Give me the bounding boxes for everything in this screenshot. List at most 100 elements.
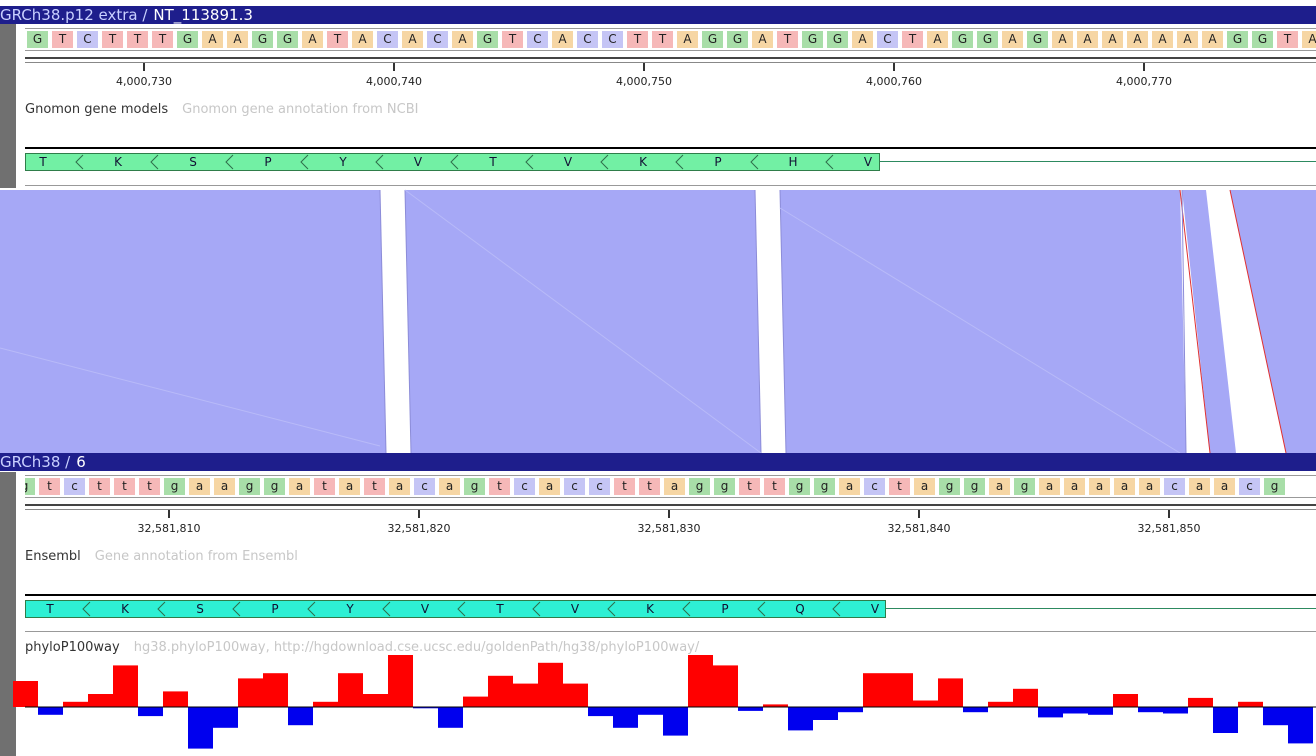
sequence-base: G [952,31,973,48]
bottom-sequence-id[interactable]: 6 [76,453,86,471]
sequence-base: a [289,478,310,495]
amino-acid-label: V [870,602,880,616]
strand-chevron-icon [82,601,91,617]
sequence-base: C [877,31,898,48]
phylo-bar [913,700,938,707]
panel-grip-handle[interactable] [0,472,16,756]
phylo-bar [463,696,488,707]
sequence-base: a [1214,478,1235,495]
phylo-bar [63,701,88,707]
bottom-coordinate-ruler[interactable]: 32,581,810 32,581,820 32,581,830 32,581,840… [25,504,1316,542]
strand-chevron-icon [600,154,609,170]
strand-chevron-icon [607,601,616,617]
strand-chevron-icon [307,601,316,617]
amino-acid-label: P [271,602,279,616]
sequence-base: a [664,478,685,495]
sequence-base: T [152,31,173,48]
phylo-bar [688,655,713,707]
amino-acid-label: V [570,602,580,616]
phylo-bar [438,707,463,728]
sequence-base: t [139,478,160,495]
phylo-bar [863,673,888,707]
sequence-base: c [1164,478,1185,495]
sequence-base: A [402,31,423,48]
sequence-base: a [439,478,460,495]
strand-chevron-icon [832,601,841,617]
alignment-block-1 [0,190,386,453]
amino-acid-label: Y [339,155,347,169]
alignment-block-4 [1182,190,1236,453]
ruler-tick [643,63,645,71]
ruler-tick [893,63,895,71]
sequence-base: C [377,31,398,48]
sequence-base: a [1064,478,1085,495]
sequence-base: T [777,31,798,48]
top-track-bottom-border [25,185,1316,186]
bottom-assembly-label: GRCh38 / [0,453,71,471]
sequence-base: t [489,478,510,495]
amino-acid-label: V [863,155,873,169]
phylo-bar [1038,707,1063,718]
sequence-base: G [27,31,48,48]
sequence-base: t [639,478,660,495]
sequence-base: a [389,478,410,495]
sequence-base: A [852,31,873,48]
amino-acid-label: K [639,155,647,169]
sequence-base: t [614,478,635,495]
alignment-block-3 [780,190,1186,453]
sequence-base: a [914,478,935,495]
phylo-bar [1288,707,1313,744]
phylo-bar [788,707,813,731]
sequence-base: G [177,31,198,48]
sequence-base: C [77,31,98,48]
alignment-view[interactable] [0,188,1316,453]
sequence-base: T [102,31,123,48]
bottom-track-separator [25,594,1316,596]
sequence-base: t [364,478,385,495]
amino-acid-label: H [788,155,798,169]
amino-acid-label: V [420,602,430,616]
sequence-base: t [739,478,760,495]
amino-acid-label: P [721,602,729,616]
sequence-base: A [752,31,773,48]
sequence-base: T [52,31,73,48]
sequence-base: g [1264,478,1285,495]
strand-chevron-icon [825,154,834,170]
amino-acid-label: T [46,602,54,616]
ruler-tick [668,510,670,518]
panel-grip-handle[interactable] [0,24,16,188]
bottom-sequence-panel: gtctttgaaggatatacagtcaccttaggttggactagga… [0,472,1316,756]
phylo-bar [188,707,213,749]
sequence-base: a [1114,478,1135,495]
phylo-conservation-chart[interactable] [0,654,1316,754]
phylo-bar [1138,707,1163,713]
top-sequence-id[interactable]: NT_113891.3 [153,6,253,24]
sequence-base: g [964,478,985,495]
phylo-bar [338,673,363,707]
strand-chevron-icon [232,601,241,617]
sequence-base: G [252,31,273,48]
sequence-base: C [427,31,448,48]
phylo-bar [113,665,138,707]
top-coordinate-ruler[interactable]: 4,000,730 4,000,740 4,000,750 4,000,760 4,00… [25,57,1316,95]
sequence-base: A [302,31,323,48]
sequence-base: c [564,478,585,495]
ruler-tick-label: 4,000,750 [616,75,672,88]
sequence-base: g [689,478,710,495]
amino-acid-label: P [264,155,272,169]
sequence-base: T [1277,31,1298,48]
phylo-bar [988,701,1013,707]
sequence-base: C [527,31,548,48]
phylo-bar [738,707,763,711]
sequence-base: T [652,31,673,48]
phylo-bar [288,707,313,726]
sequence-base: g [464,478,485,495]
strand-chevron-icon [300,154,309,170]
sequence-base: T [902,31,923,48]
ruler-tick-label: 32,581,840 [887,522,951,535]
top-panel-title: GRCh38.p12 extra / NT_113891.3 [0,6,1316,24]
sequence-base: C [577,31,598,48]
